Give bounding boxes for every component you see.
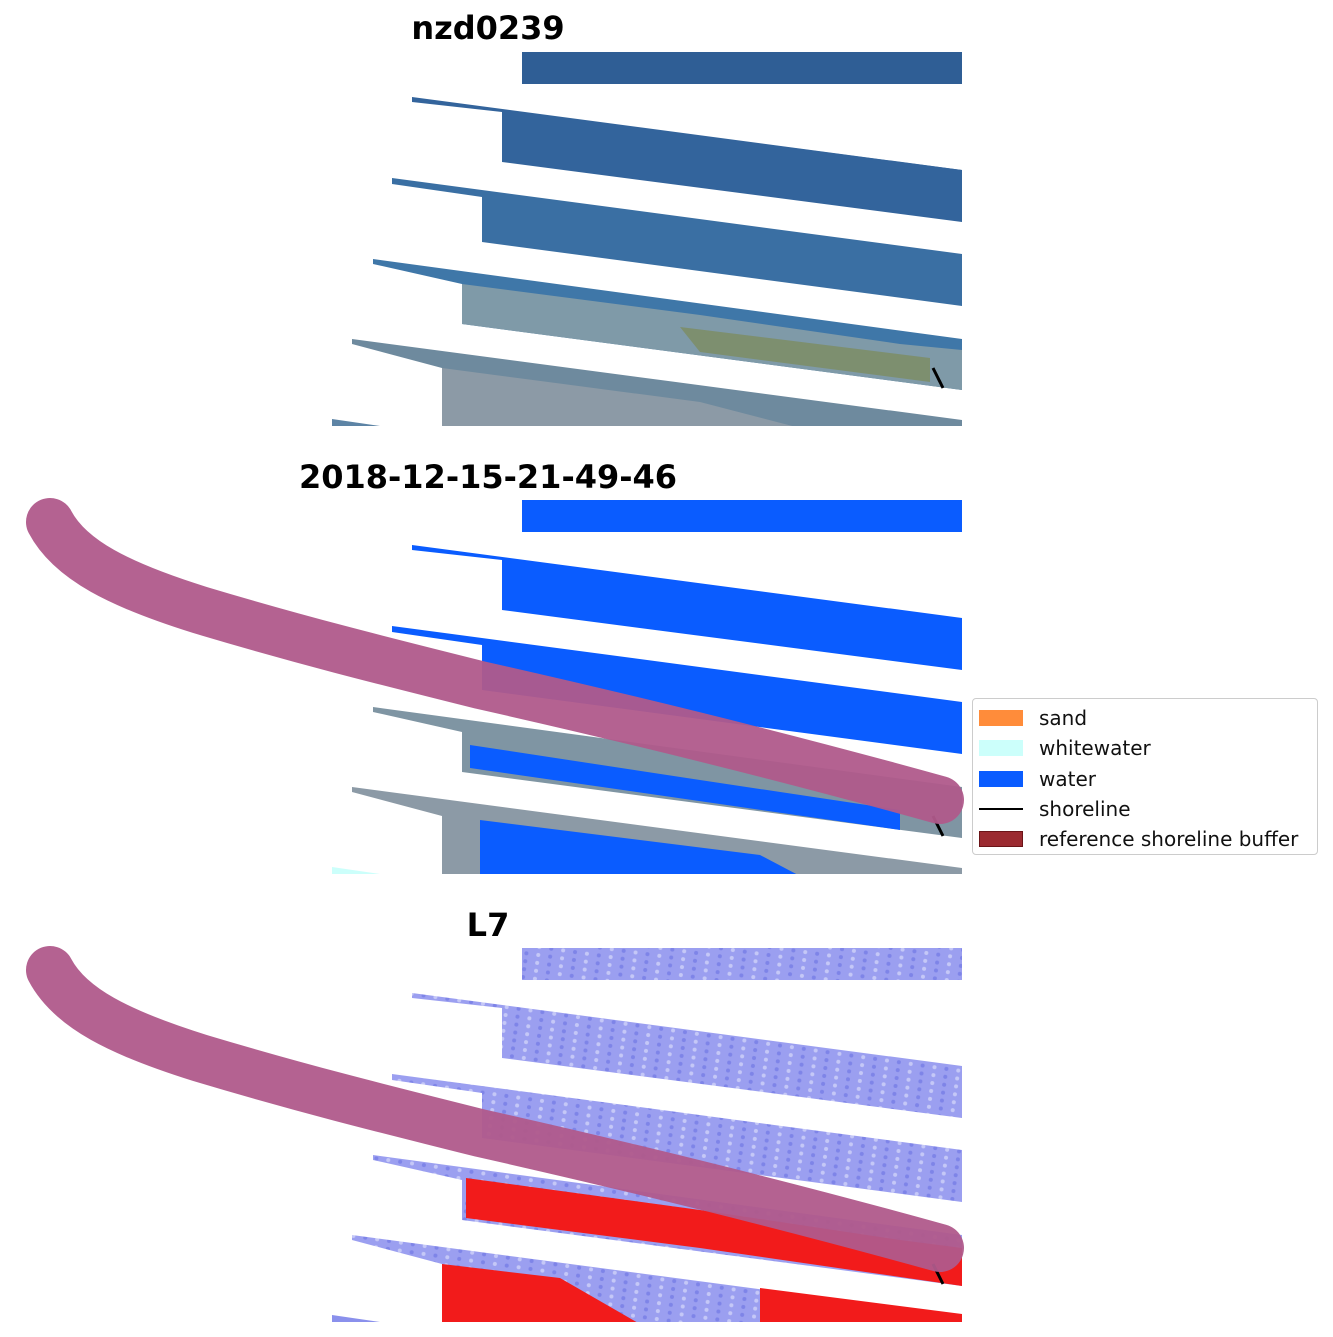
legend-swatch-whitewater — [979, 740, 1023, 757]
rgb-strip-2b — [412, 97, 962, 222]
water-strip-3 — [392, 626, 962, 754]
legend-item-water: water — [979, 764, 1311, 794]
panel-title-satellite: L7 — [466, 906, 510, 944]
legend-label: shoreline — [1039, 797, 1131, 822]
legend: sand whitewater water shoreline referenc… — [972, 698, 1318, 855]
legend-swatch-reference-buffer — [979, 831, 1023, 848]
legend-label: water — [1039, 766, 1096, 791]
index-strip-6 — [332, 1315, 380, 1322]
rgb-strip-6 — [332, 419, 380, 426]
index-strip-1 — [522, 948, 962, 980]
whitewater-strip-6 — [332, 867, 380, 874]
legend-label: whitewater — [1039, 736, 1151, 761]
reference-shoreline-buffer — [26, 946, 964, 1272]
panel-title-date: 2018-12-15-21-49-46 — [298, 458, 678, 496]
index-strip-4-red — [466, 1178, 962, 1286]
classified-image-panel — [26, 498, 964, 874]
water-strip-5 — [480, 820, 797, 874]
water-strip-2 — [412, 545, 962, 670]
rgb-strip-1 — [522, 52, 962, 84]
index-strip-5-red — [442, 1264, 637, 1322]
water-strip-4 — [470, 745, 900, 830]
reference-shoreline-buffer — [26, 498, 964, 824]
legend-label: sand — [1039, 706, 1088, 731]
shoreline-segment — [931, 367, 945, 389]
index-strip-3 — [392, 1074, 962, 1202]
panel-title-rgb: nzd0239 — [411, 9, 565, 47]
index-strip-5-red-right — [760, 1288, 962, 1322]
legend-item-shoreline: shoreline — [979, 794, 1311, 824]
rgb-strip-4-green — [680, 327, 930, 382]
legend-item-reference-buffer: reference shoreline buffer — [979, 824, 1311, 854]
rgb-image-panel — [332, 52, 962, 426]
legend-swatch-shoreline — [979, 808, 1023, 811]
legend-swatch-sand — [979, 710, 1023, 727]
rgb-strip-5-land — [442, 368, 793, 426]
rgb-strip-3 — [392, 178, 962, 306]
legend-swatch-water — [979, 770, 1023, 787]
legend-item-whitewater: whitewater — [979, 733, 1311, 763]
water-strip-1 — [522, 500, 962, 532]
index-image-panel — [26, 946, 964, 1322]
legend-label: reference shoreline buffer — [1039, 827, 1299, 852]
legend-item-sand: sand — [979, 703, 1311, 733]
index-strip-2 — [412, 993, 962, 1118]
